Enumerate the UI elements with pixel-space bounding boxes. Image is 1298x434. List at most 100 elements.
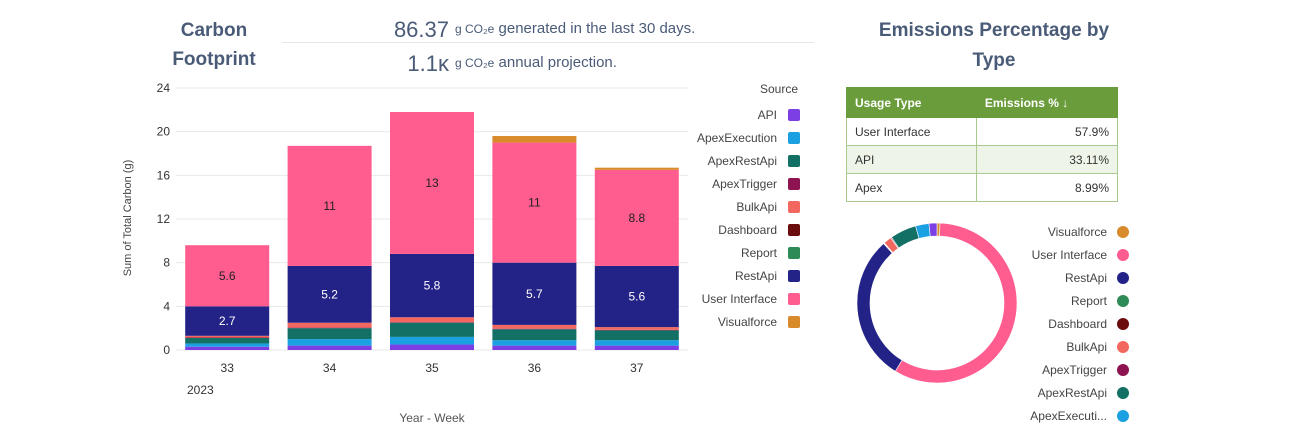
- donut-legend-item[interactable]: ApexExecuti...: [960, 407, 1140, 425]
- column-header-usage-type[interactable]: Usage Type: [846, 87, 977, 118]
- legend-item[interactable]: Dashboard: [640, 221, 820, 239]
- kpi-unit: g CO₂e: [455, 56, 495, 70]
- usage-type-cell: User Interface: [846, 117, 977, 146]
- donut-legend-dot: [1117, 249, 1129, 261]
- legend-item[interactable]: User Interface: [640, 290, 820, 308]
- legend-item[interactable]: Report: [640, 244, 820, 262]
- legend-swatch: [788, 270, 800, 282]
- emissions-donut-chart[interactable]: [840, 215, 1040, 415]
- stacked-bar-chart[interactable]: 0 4 8 12 16 20 24 2.7 5.6 33 5.2 11 34 5.8 13 35 5.7 11 36…: [0, 0, 700, 434]
- kpi-description: g CO₂e generated in the last 30 days.: [455, 20, 695, 37]
- legend-label: User Interface: [701, 292, 777, 306]
- donut-legend-item[interactable]: Visualforce: [960, 223, 1140, 241]
- donut-legend-dot: [1117, 272, 1129, 284]
- bar-segment: [185, 306, 270, 336]
- data-label: 5.2: [321, 287, 338, 301]
- kpi-value: 1.1ĸ: [407, 51, 449, 76]
- bar-segment: [492, 262, 577, 325]
- legend-item[interactable]: ApexTrigger: [640, 175, 820, 193]
- data-label: 5.7: [526, 287, 543, 301]
- kpi-value: 86.37: [393, 17, 449, 42]
- bar-segment: [492, 142, 577, 263]
- bar-segment: [594, 345, 679, 350]
- table-row[interactable]: User Interface 57.9%: [846, 117, 1119, 146]
- y-tick-label: 0: [163, 343, 170, 357]
- donut-legend-item[interactable]: BulkApi: [960, 338, 1140, 356]
- donut-legend-dot: [1117, 318, 1129, 330]
- legend-label: RestApi: [734, 269, 777, 283]
- bar-segment: [185, 343, 270, 347]
- legend-label: Report: [740, 246, 777, 260]
- bar-segment: [594, 330, 679, 341]
- legend-item[interactable]: ApexRestApi: [640, 152, 820, 170]
- emissions-percent-cell: 33.11%: [975, 145, 1119, 174]
- legend-label: BulkApi: [736, 200, 777, 214]
- donut-legend-dot: [1117, 295, 1129, 307]
- bar-segment: [287, 328, 372, 340]
- x-tick-label: 33: [221, 361, 235, 375]
- legend-swatch: [788, 201, 800, 213]
- donut-legend-label: Visualforce: [1047, 225, 1107, 239]
- bar-segment: [492, 329, 577, 341]
- data-label: 5.6: [628, 290, 645, 304]
- legend-label: Dashboard: [718, 223, 777, 237]
- legend-item[interactable]: Visualforce: [640, 313, 820, 331]
- donut-legend-label: ApexRestApi: [1037, 386, 1107, 400]
- donut-legend-dot: [1117, 341, 1129, 353]
- bar-segment: [390, 344, 474, 350]
- bar-segment: [492, 324, 577, 329]
- table-row[interactable]: API 33.11%: [846, 145, 1119, 174]
- emissions-percentage-title: Emissions Percentage by Type: [878, 20, 1110, 71]
- y-tick-label: 12: [157, 212, 171, 226]
- donut-legend-label: Report: [1070, 294, 1107, 308]
- data-label: 8.8: [628, 211, 645, 225]
- kpi-annual-projection: 1.1ĸ g CO₂e annual projection.: [282, 48, 814, 76]
- kpi-text: generated in the last 30 days.: [498, 20, 696, 37]
- carbon-footprint-title: Carbon Footprint: [172, 20, 256, 70]
- y-tick-label: 16: [157, 168, 171, 182]
- donut-legend-item[interactable]: ApexRestApi: [960, 384, 1140, 402]
- legend-item[interactable]: BulkApi: [640, 198, 820, 216]
- donut-legend-item[interactable]: User Interface: [960, 246, 1140, 264]
- emissions-percent-cell: 57.9%: [975, 117, 1119, 146]
- bar-segment: [287, 339, 372, 346]
- x-tick-label: 35: [425, 361, 439, 375]
- table-row[interactable]: Apex 8.99%: [846, 173, 1119, 202]
- bar-segment: [287, 265, 372, 323]
- data-label: 5.8: [424, 279, 441, 293]
- emissions-percent-cell: 8.99%: [975, 173, 1119, 202]
- bar-segment: [492, 340, 577, 346]
- y-tick-label: 4: [163, 299, 170, 313]
- bar-segment: [594, 327, 679, 330]
- legend-swatch: [788, 224, 800, 236]
- bar-segment: [594, 167, 679, 170]
- x-tick-label: 36: [528, 361, 542, 375]
- legend-item[interactable]: ApexExecution: [640, 129, 820, 147]
- bar-segment: [185, 245, 270, 307]
- data-label: 11: [528, 196, 541, 210]
- bar-segment: [390, 317, 474, 323]
- usage-type-cell: Apex: [846, 173, 977, 202]
- data-label: 2.7: [219, 314, 236, 328]
- legend-item[interactable]: RestApi: [640, 267, 820, 285]
- y-tick-label: 20: [157, 125, 171, 139]
- legend-swatch: [788, 132, 800, 144]
- bar-segment: [390, 322, 474, 323]
- donut-legend-label: Dashboard: [1048, 317, 1107, 331]
- donut-legend-item[interactable]: Report: [960, 292, 1140, 310]
- column-header-emissions-percent[interactable]: Emissions % ↓: [975, 87, 1119, 118]
- donut-legend-dot: [1117, 410, 1129, 422]
- x-tick-label: 37: [630, 361, 644, 375]
- donut-legend-item[interactable]: Dashboard: [960, 315, 1140, 333]
- bar-segment: [185, 346, 270, 350]
- bar-segment: [185, 337, 270, 344]
- legend-item[interactable]: API: [640, 106, 820, 124]
- bar-segment: [287, 345, 372, 350]
- bar-segment: [390, 322, 474, 337]
- donut-legend-item[interactable]: RestApi: [960, 269, 1140, 287]
- bar-segment: [594, 329, 679, 331]
- legend-swatch: [788, 109, 800, 121]
- donut-legend-item[interactable]: ApexTrigger: [960, 361, 1140, 379]
- data-label: 13: [425, 176, 439, 190]
- legend-swatch: [788, 155, 800, 167]
